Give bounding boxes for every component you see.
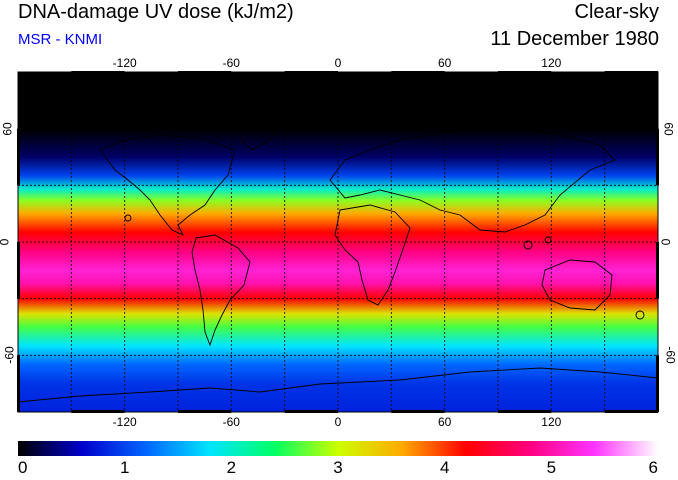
date-label: 11 December 1980 bbox=[490, 28, 659, 50]
lon-tick-top: -120 bbox=[112, 56, 137, 70]
map-title: DNA-damage UV dose (kJ/m2) bbox=[18, 1, 294, 23]
coastline-island bbox=[635, 310, 645, 320]
lon-tick-bottom: 120 bbox=[541, 415, 562, 429]
coastline-australia bbox=[541, 259, 613, 311]
sky-condition-label: Clear-sky bbox=[574, 1, 659, 23]
graticule bbox=[18, 72, 658, 412]
colorbar-label: 0 bbox=[18, 458, 28, 477]
source-label: MSR - KNMI bbox=[18, 31, 103, 48]
lon-tick-bottom: -60 bbox=[222, 415, 240, 429]
lat-tick-left: 0 bbox=[0, 239, 11, 246]
colorbar bbox=[18, 441, 658, 456]
coastline-greenland bbox=[237, 114, 281, 151]
coastline-north-america bbox=[99, 134, 236, 236]
frame-ticks bbox=[17, 71, 659, 413]
colorbar-label: 6 bbox=[648, 458, 658, 477]
lon-tick-top: 60 bbox=[438, 56, 452, 70]
lat-tick-right: 0 bbox=[658, 238, 673, 246]
lat-tick-left: 60 bbox=[0, 122, 15, 136]
lon-tick-bottom: -120 bbox=[112, 415, 137, 429]
coastline-south-america bbox=[191, 234, 251, 347]
lon-tick-top: 0 bbox=[334, 56, 342, 70]
colorbar-label: 5 bbox=[546, 458, 557, 477]
coastline-island bbox=[523, 240, 533, 250]
lat-tick-right: 60 bbox=[661, 122, 676, 136]
lat-tick-left: -60 bbox=[2, 346, 17, 364]
coastline-antarctica bbox=[18, 367, 658, 403]
coastlines bbox=[18, 114, 658, 403]
coastline-africa bbox=[334, 204, 411, 306]
colorbar-label: 3 bbox=[333, 458, 343, 477]
lon-tick-bottom: 0 bbox=[334, 415, 342, 429]
lon-tick-bottom: 60 bbox=[438, 415, 452, 429]
colorbar-label: 4 bbox=[439, 458, 450, 477]
colorbar-label: 2 bbox=[226, 458, 237, 477]
coastline-eurasia bbox=[329, 127, 616, 233]
lon-tick-top: -60 bbox=[222, 56, 240, 70]
lat-tick-right: -60 bbox=[663, 346, 678, 364]
colorbar-label: 1 bbox=[119, 458, 130, 477]
lon-tick-top: 120 bbox=[541, 56, 562, 70]
